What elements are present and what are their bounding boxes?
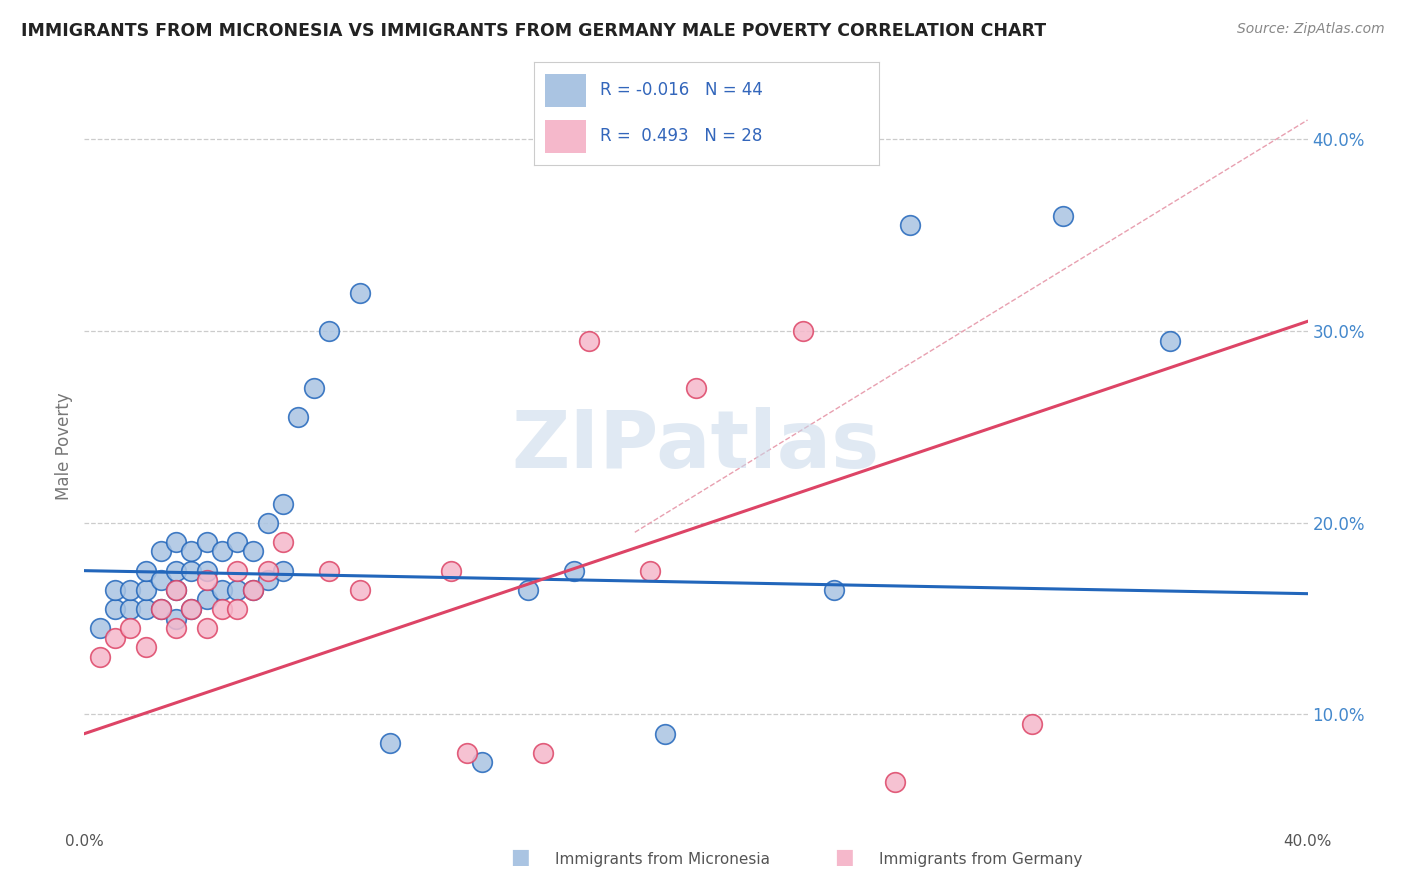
Point <box>562 564 585 578</box>
Point <box>89 649 111 664</box>
Point <box>226 582 249 597</box>
FancyBboxPatch shape <box>544 120 586 153</box>
Point <box>654 727 676 741</box>
Point <box>271 564 294 578</box>
Point <box>257 573 280 587</box>
Text: R = -0.016   N = 44: R = -0.016 N = 44 <box>600 81 762 99</box>
Point <box>180 602 202 616</box>
Point <box>120 621 142 635</box>
Text: R =  0.493   N = 28: R = 0.493 N = 28 <box>600 128 762 145</box>
Point <box>195 534 218 549</box>
Point <box>104 602 127 616</box>
Point <box>104 582 127 597</box>
Point <box>242 582 264 597</box>
Point <box>165 582 187 597</box>
FancyBboxPatch shape <box>544 74 586 106</box>
Point <box>242 544 264 558</box>
Point <box>149 573 172 587</box>
Point <box>747 132 769 146</box>
Point <box>149 602 172 616</box>
Point <box>180 544 202 558</box>
Point <box>242 582 264 597</box>
Point <box>120 582 142 597</box>
Point <box>165 621 187 635</box>
Point <box>165 534 187 549</box>
Point <box>685 382 707 396</box>
Point <box>135 564 157 578</box>
Point <box>349 582 371 597</box>
Point <box>578 334 600 348</box>
Text: ZIPatlas: ZIPatlas <box>512 407 880 485</box>
Y-axis label: Male Poverty: Male Poverty <box>55 392 73 500</box>
Point <box>1159 334 1181 348</box>
Point <box>165 582 187 597</box>
Text: ■: ■ <box>834 847 853 867</box>
Point <box>226 564 249 578</box>
Text: IMMIGRANTS FROM MICRONESIA VS IMMIGRANTS FROM GERMANY MALE POVERTY CORRELATION C: IMMIGRANTS FROM MICRONESIA VS IMMIGRANTS… <box>21 22 1046 40</box>
Point <box>349 285 371 300</box>
Point <box>1052 209 1074 223</box>
Point <box>471 756 494 770</box>
Point <box>287 410 309 425</box>
Point <box>440 564 463 578</box>
Point <box>211 582 233 597</box>
Point <box>180 602 202 616</box>
Point <box>898 219 921 233</box>
Point <box>226 534 249 549</box>
Point <box>1021 717 1043 731</box>
Text: ■: ■ <box>510 847 530 867</box>
Point <box>89 621 111 635</box>
Point <box>195 573 218 587</box>
Point <box>318 324 340 338</box>
Point <box>271 534 294 549</box>
Point <box>120 602 142 616</box>
Point <box>165 612 187 626</box>
Point <box>195 621 218 635</box>
Point <box>135 602 157 616</box>
Point <box>271 496 294 510</box>
Text: Source: ZipAtlas.com: Source: ZipAtlas.com <box>1237 22 1385 37</box>
Point <box>792 324 814 338</box>
Point <box>823 582 845 597</box>
Point <box>180 564 202 578</box>
Text: Immigrants from Germany: Immigrants from Germany <box>879 852 1083 867</box>
Point <box>165 564 187 578</box>
Point <box>883 774 905 789</box>
Point <box>149 602 172 616</box>
Point <box>135 582 157 597</box>
Point <box>211 602 233 616</box>
Point <box>302 382 325 396</box>
Point <box>195 564 218 578</box>
Point <box>456 746 478 760</box>
Point <box>104 631 127 645</box>
Point <box>195 592 218 607</box>
Point <box>318 564 340 578</box>
Point <box>516 582 538 597</box>
Point <box>226 602 249 616</box>
Point <box>135 640 157 655</box>
Text: Immigrants from Micronesia: Immigrants from Micronesia <box>555 852 770 867</box>
Point <box>380 736 402 750</box>
Point <box>149 544 172 558</box>
Point <box>531 746 554 760</box>
Point <box>257 516 280 530</box>
Point <box>211 544 233 558</box>
Point <box>638 564 661 578</box>
Point <box>257 564 280 578</box>
